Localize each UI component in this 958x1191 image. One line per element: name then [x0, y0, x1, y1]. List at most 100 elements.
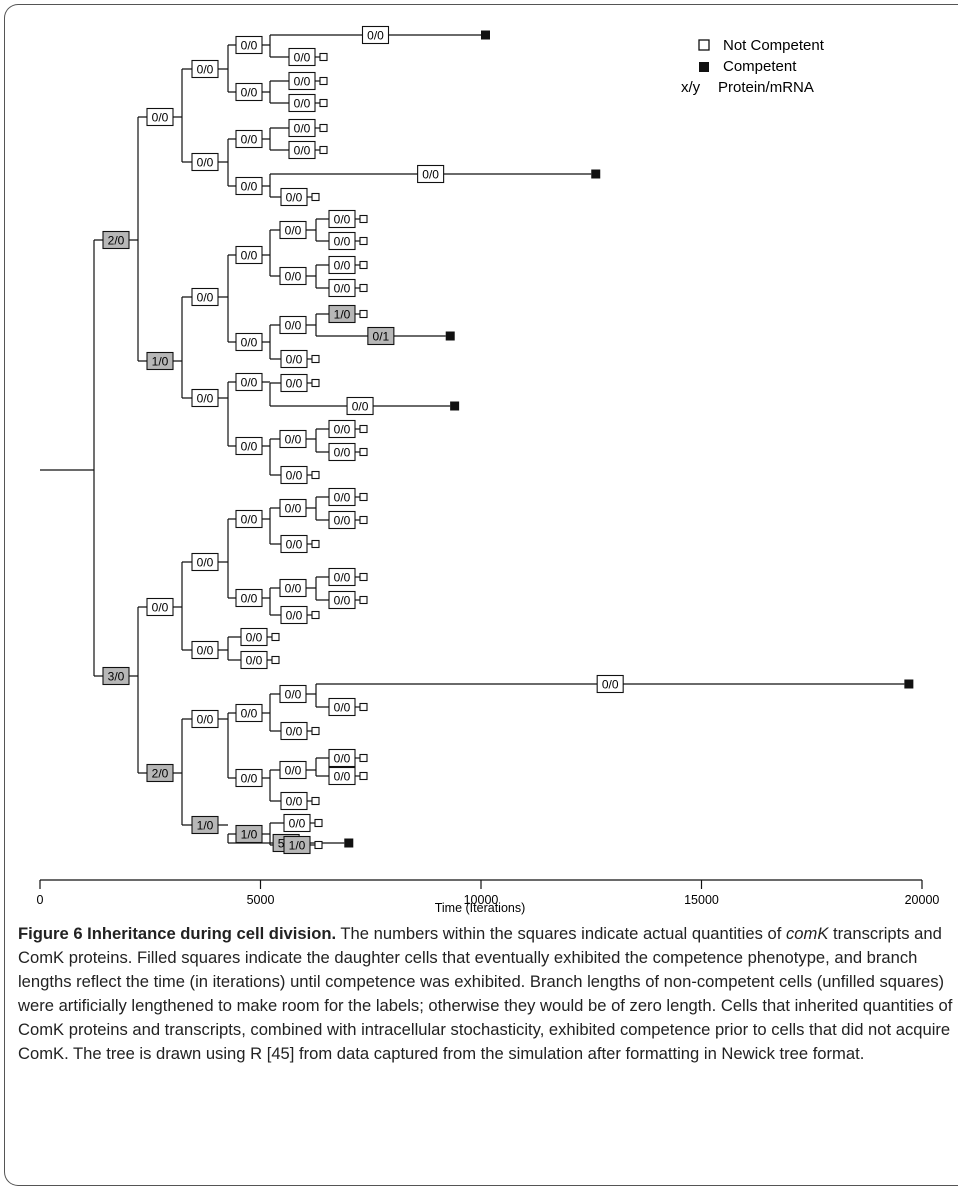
node-label: 0/0: [288, 118, 316, 138]
node-label-text: 0/0: [334, 514, 351, 528]
node-label-box: [279, 760, 307, 780]
node-label-box: [235, 129, 263, 149]
node-label: 0/0: [280, 187, 308, 207]
node-label-box: [283, 813, 311, 833]
node-label: 0/0: [280, 721, 308, 741]
node-label-text: 0/0: [286, 609, 303, 623]
phylogenetic-tree: 2/0 3/0 0/0 1/0 0/0 0/0 0/0 0/0 0/0 0/0 0/0 0/0 0/0 0…: [37, 25, 939, 915]
competent-marker: [344, 838, 354, 848]
node-label-text: 0/0: [334, 259, 351, 273]
node-label: 0/0: [328, 278, 356, 298]
node-label-text: 0/0: [422, 168, 439, 182]
node-label-text: 0/0: [241, 440, 258, 454]
node-label-box: [328, 748, 356, 768]
node-label-text: 0/0: [286, 795, 303, 809]
competent-marker: [481, 30, 490, 40]
legend: Not Competent Competent x/y Protein/mRNA: [681, 37, 825, 96]
node-label: 0/0: [288, 93, 316, 113]
node-label: 0/0: [280, 349, 308, 369]
node-label-box: [235, 35, 263, 55]
node-label-text: 0/0: [334, 491, 351, 505]
node-label-box: [328, 231, 356, 251]
node-label-box: [146, 763, 174, 783]
node-label-text: 0/0: [334, 235, 351, 249]
node-label-text: 1/0: [152, 355, 169, 369]
node-label-text: 0/0: [334, 701, 351, 715]
node-label-box: [328, 590, 356, 610]
node-label-text: 0/0: [152, 111, 169, 125]
node-label-text: 0/0: [241, 180, 258, 194]
not-competent-marker: [314, 818, 323, 828]
node-label-text: 0/0: [334, 594, 351, 608]
node-label: 0/0: [361, 25, 390, 45]
node-label: 0/0: [235, 509, 263, 529]
node-label-box: [328, 510, 356, 530]
caption-sentence-1a: The numbers within the squares indicate …: [340, 924, 782, 943]
node-label: 0/0: [328, 442, 356, 462]
legend-format-label: Protein/mRNA: [718, 79, 814, 96]
not-competent-marker: [319, 98, 328, 108]
node-label-text: 0/0: [246, 654, 263, 668]
node-label-text: 2/0: [108, 234, 125, 248]
node-label-box: [235, 824, 263, 844]
node-label: 0/0: [235, 436, 263, 456]
not-competent-legend-icon: [698, 39, 710, 51]
node-label-box: [328, 697, 356, 717]
not-competent-marker: [319, 145, 328, 155]
node-label-text: 0/0: [285, 502, 302, 516]
node-label-box: [328, 209, 356, 229]
node-label-box: [280, 349, 308, 369]
node-label-text: 0/0: [334, 752, 351, 766]
node-label-box: [288, 47, 316, 67]
node-label: 0/0: [279, 429, 307, 449]
node-label: 0/0: [235, 588, 263, 608]
node-label: 0/0: [235, 82, 263, 102]
node-label-box: [235, 372, 263, 392]
node-label-box: [417, 164, 445, 184]
node-label: 0/0: [191, 709, 219, 729]
node-label-text: 0/0: [286, 377, 303, 391]
node-labels: 2/0 3/0 0/0 1/0 0/0 0/0 0/0 0/0 0/0 0/0 0/0 0/0 0/0 0…: [102, 25, 624, 855]
node-label-box: [191, 59, 219, 79]
node-label-box: [240, 650, 268, 670]
node-label-text: 0/0: [294, 51, 311, 65]
node-label-box: [235, 588, 263, 608]
node-label: 0/0: [328, 255, 356, 275]
node-label: 0/0: [146, 597, 174, 617]
node-label: 0/0: [279, 578, 307, 598]
node-label-text: 0/0: [241, 513, 258, 527]
node-label: 1/0: [146, 351, 174, 371]
node-label: 0/0: [279, 266, 307, 286]
node-label: 0/0: [280, 534, 308, 554]
node-label-text: 0/0: [367, 29, 384, 43]
node-label-box: [191, 815, 219, 835]
node-label: 0/0: [191, 287, 219, 307]
node-label-box: [328, 567, 356, 587]
node-label-text: 2/0: [152, 767, 169, 781]
node-label-text: 0/0: [197, 556, 214, 570]
competent-marker: [450, 401, 460, 411]
node-label: 0/0: [279, 220, 307, 240]
node-label-box: [280, 721, 308, 741]
node-label-text: 0/0: [285, 582, 302, 596]
node-label: 0/0: [279, 498, 307, 518]
node-label: 1/0: [235, 824, 263, 844]
node-label: 0/0: [288, 71, 316, 91]
node-label-text: 0/0: [241, 133, 258, 147]
node-label-text: 0/0: [241, 336, 258, 350]
not-competent-marker: [311, 539, 320, 549]
not-competent-marker: [311, 610, 320, 620]
node-label-text: 0/0: [285, 224, 302, 238]
caption-gene-name: comK: [785, 924, 829, 943]
node-label: 1/0: [283, 835, 311, 855]
node-label: 0/0: [235, 372, 263, 392]
node-label-box: [102, 666, 130, 686]
node-label: 0/1: [367, 326, 395, 346]
node-label: 0/0: [346, 396, 374, 416]
node-label: 0/0: [280, 373, 308, 393]
node-label-box: [102, 230, 130, 250]
node-label-text: 0/0: [197, 392, 214, 406]
axis-tick-label: 0: [37, 893, 44, 907]
node-label: 0/0: [280, 465, 308, 485]
node-label-box: [279, 220, 307, 240]
